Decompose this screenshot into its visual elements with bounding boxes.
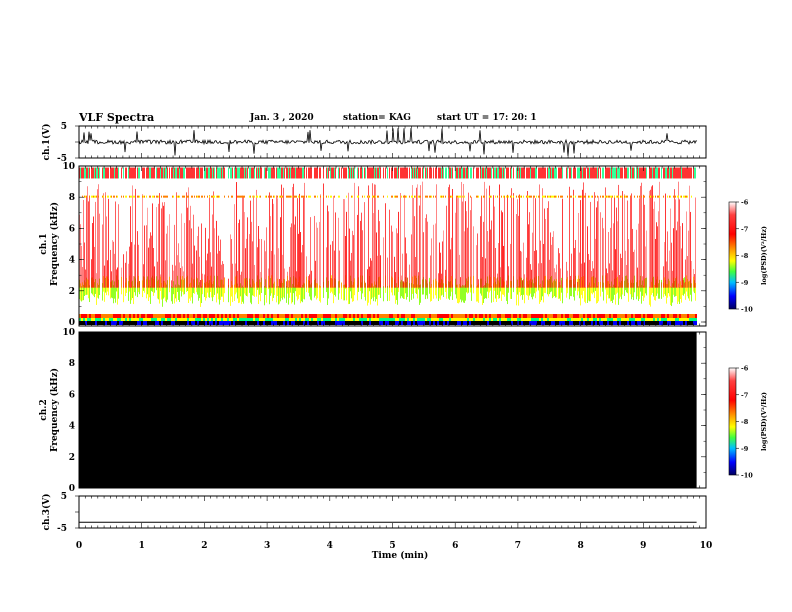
ch2-spectrogram-y-tick-label: 2	[69, 453, 75, 463]
ch1-spectrogram-y-tick-label: 8	[69, 193, 75, 203]
ch2-spectrogram-colorbar-tick: -10	[741, 472, 753, 480]
x-tick-label: 5	[389, 541, 395, 551]
ch1-spectrogram-y-tick-label: 6	[69, 224, 75, 234]
ch1-spectrogram-y-tick-label: 4	[69, 256, 75, 266]
ch2-spectrogram-layer	[79, 332, 697, 488]
x-tick-label: 1	[139, 541, 145, 551]
x-tick-label: 2	[201, 541, 207, 551]
ch1-spectrogram-colorbar-tick: -6	[741, 199, 749, 207]
x-tick-label: 10	[700, 541, 713, 551]
ch2-spectrogram-ylabel-line2: Frequency (kHz)	[49, 368, 60, 452]
ch1-spectrogram-colorbar-label: log(PSD)(V²/Hz)	[760, 226, 768, 285]
ch2-spectrogram-y-tick-label: 8	[69, 359, 75, 369]
ch2-spectrogram-y-tick-label: 6	[69, 390, 75, 400]
x-tick-label: 4	[327, 541, 333, 551]
ch1-spectrogram-colorbar	[728, 201, 737, 310]
x-tick-label: 9	[640, 541, 646, 551]
ch2-spectrogram-y-tick-label: 0	[69, 484, 75, 494]
ch3-waveform-y-tick-label: 5	[61, 492, 67, 502]
x-tick-label: 3	[264, 541, 270, 551]
ch2-spectrogram-colorbar-tick: -6	[741, 365, 749, 373]
ch2-spectrogram-colorbar-tick: -9	[741, 445, 749, 453]
ch2-spectrogram-colorbar	[728, 367, 737, 476]
ch1-spectrogram-colorbar-tick: -10	[741, 306, 753, 314]
date-label: Jan. 3 , 2020	[250, 113, 314, 123]
ch2-spectrogram-colorbar-tick: -8	[741, 418, 749, 426]
ch1-waveform-y-tick-label: -5	[57, 154, 67, 164]
ch3-waveform-y-tick-label: -5	[57, 524, 67, 534]
x-axis-label: Time (min)	[372, 550, 429, 561]
ch1-spectrogram-layer	[79, 166, 697, 325]
ch1-spectrogram-ylabel-line2: Frequency (kHz)	[49, 202, 60, 286]
station-label: station= KAG	[343, 113, 411, 123]
ch1-spectrogram-y-tick-label: 0	[69, 318, 75, 328]
x-tick-label: 0	[76, 541, 82, 551]
ch1-spectrogram-y-tick-label: 2	[69, 287, 75, 297]
ch2-spectrogram-y-tick-label: 10	[62, 328, 75, 338]
ch2-spectrogram-ylabel-line1: ch.2	[39, 399, 49, 420]
ch2-spectrogram-colorbar-tick: -7	[741, 391, 748, 399]
axes-layer	[75, 125, 739, 529]
waveform-layer	[78, 127, 698, 523]
x-tick-label: 7	[515, 541, 521, 551]
ch1-waveform-ylabel: ch.1(V)	[41, 124, 52, 161]
ch1-spectrogram-colorbar-tick: -8	[741, 252, 749, 260]
x-tick-label: 6	[452, 541, 458, 551]
ch2-spectrogram-y-tick-label: 4	[69, 422, 75, 432]
x-tick-label: 8	[577, 541, 583, 551]
ch1-spectrogram-y-tick-label: 10	[62, 162, 75, 172]
ch1-waveform-y-tick-label: 5	[61, 122, 67, 132]
figure-title: VLF Spectra	[79, 111, 155, 124]
ch1-spectrogram-ylabel-line1: ch.1	[39, 233, 49, 254]
ch2-spectrogram-fill	[79, 332, 697, 488]
ch2-spectrogram-colorbar-label: log(PSD)(V²/Hz)	[760, 392, 768, 451]
ch1-waveform-line	[78, 127, 698, 157]
start-time-label: start UT = 17: 20: 1	[437, 113, 537, 123]
ch1-spectrogram-colorbar-tick: -7	[741, 225, 748, 233]
ch1-spectrogram-colorbar-tick: -9	[741, 279, 749, 287]
ch3-waveform-ylabel: ch.3(V)	[41, 494, 52, 531]
